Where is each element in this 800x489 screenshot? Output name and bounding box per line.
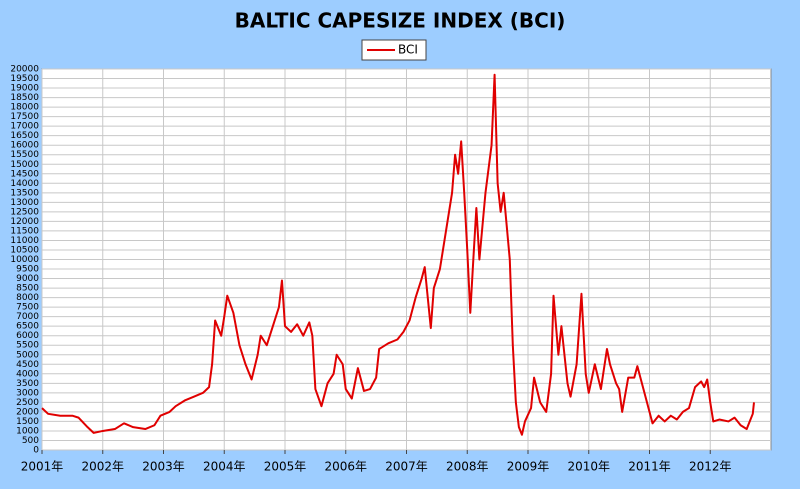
y-tick-label: 18500 [10, 93, 39, 103]
y-tick-label: 11500 [10, 226, 39, 236]
y-tick-label: 13000 [10, 198, 39, 208]
y-tick-label: 10000 [10, 255, 39, 265]
y-tick-label: 14000 [10, 179, 39, 189]
x-tick-label: 2002年 [81, 460, 124, 474]
y-tick-label: 16000 [10, 141, 39, 151]
x-tick-label: 2009年 [507, 460, 550, 474]
x-tick-label: 2008年 [446, 460, 489, 474]
x-tick-label: 2001年 [21, 460, 64, 474]
y-tick-label: 12000 [10, 217, 39, 227]
y-tick-label: 17000 [10, 122, 39, 132]
legend: BCI [361, 39, 427, 61]
data-line [41, 73, 755, 436]
y-tick-label: 15000 [10, 160, 39, 170]
x-tick-label: 2007年 [385, 460, 428, 474]
chart-title: BALTIC CAPESIZE INDEX (BCI) [235, 9, 566, 33]
y-tick-label: 4000 [16, 369, 39, 379]
y-tick-label: 10500 [10, 245, 39, 255]
y-tick-label: 0 [33, 446, 39, 456]
y-tick-label: 19000 [10, 84, 39, 94]
y-tick-label: 18000 [10, 103, 39, 113]
y-tick-label: 19500 [10, 74, 39, 84]
x-tick-label: 2003年 [142, 460, 185, 474]
x-tick-label: 2005年 [264, 460, 307, 474]
y-tick-label: 2000 [16, 407, 39, 417]
y-tick-label: 5000 [16, 350, 39, 360]
x-tick-label: 2004年 [203, 460, 246, 474]
y-tick-label: 15500 [10, 150, 39, 160]
y-tick-label: 13500 [10, 188, 39, 198]
y-tick-label: 6500 [16, 322, 39, 332]
y-tick-label: 17500 [10, 112, 39, 122]
x-tick-label: 2010年 [567, 460, 610, 474]
y-tick-label: 2500 [16, 398, 39, 408]
legend-label: BCI [398, 43, 418, 57]
y-tick-label: 11000 [10, 236, 39, 246]
y-tick-label: 14500 [10, 169, 39, 179]
y-tick-label: 4500 [16, 360, 39, 370]
y-tick-label: 500 [22, 436, 39, 446]
y-tick-label: 3000 [16, 388, 39, 398]
y-tick-label: 8000 [16, 293, 39, 303]
x-tick-label: 2006年 [324, 460, 367, 474]
y-tick-label: 16500 [10, 131, 39, 141]
x-tick-label: 2011年 [628, 460, 671, 474]
y-tick-label: 3500 [16, 379, 39, 389]
y-tick-label: 7500 [16, 303, 39, 313]
y-tick-label: 9000 [16, 274, 39, 284]
y-tick-label: 5500 [16, 341, 39, 351]
y-tick-label: 9500 [16, 265, 39, 275]
y-tick-label: 1000 [16, 426, 39, 436]
y-tick-label: 1500 [16, 417, 39, 427]
y-tick-label: 20000 [10, 65, 39, 75]
y-tick-label: 8500 [16, 284, 39, 294]
y-tick-label: 12500 [10, 207, 39, 217]
x-tick-label: 2012年 [689, 460, 732, 474]
y-tick-label: 7000 [16, 312, 39, 322]
y-tick-label: 6000 [16, 331, 39, 341]
